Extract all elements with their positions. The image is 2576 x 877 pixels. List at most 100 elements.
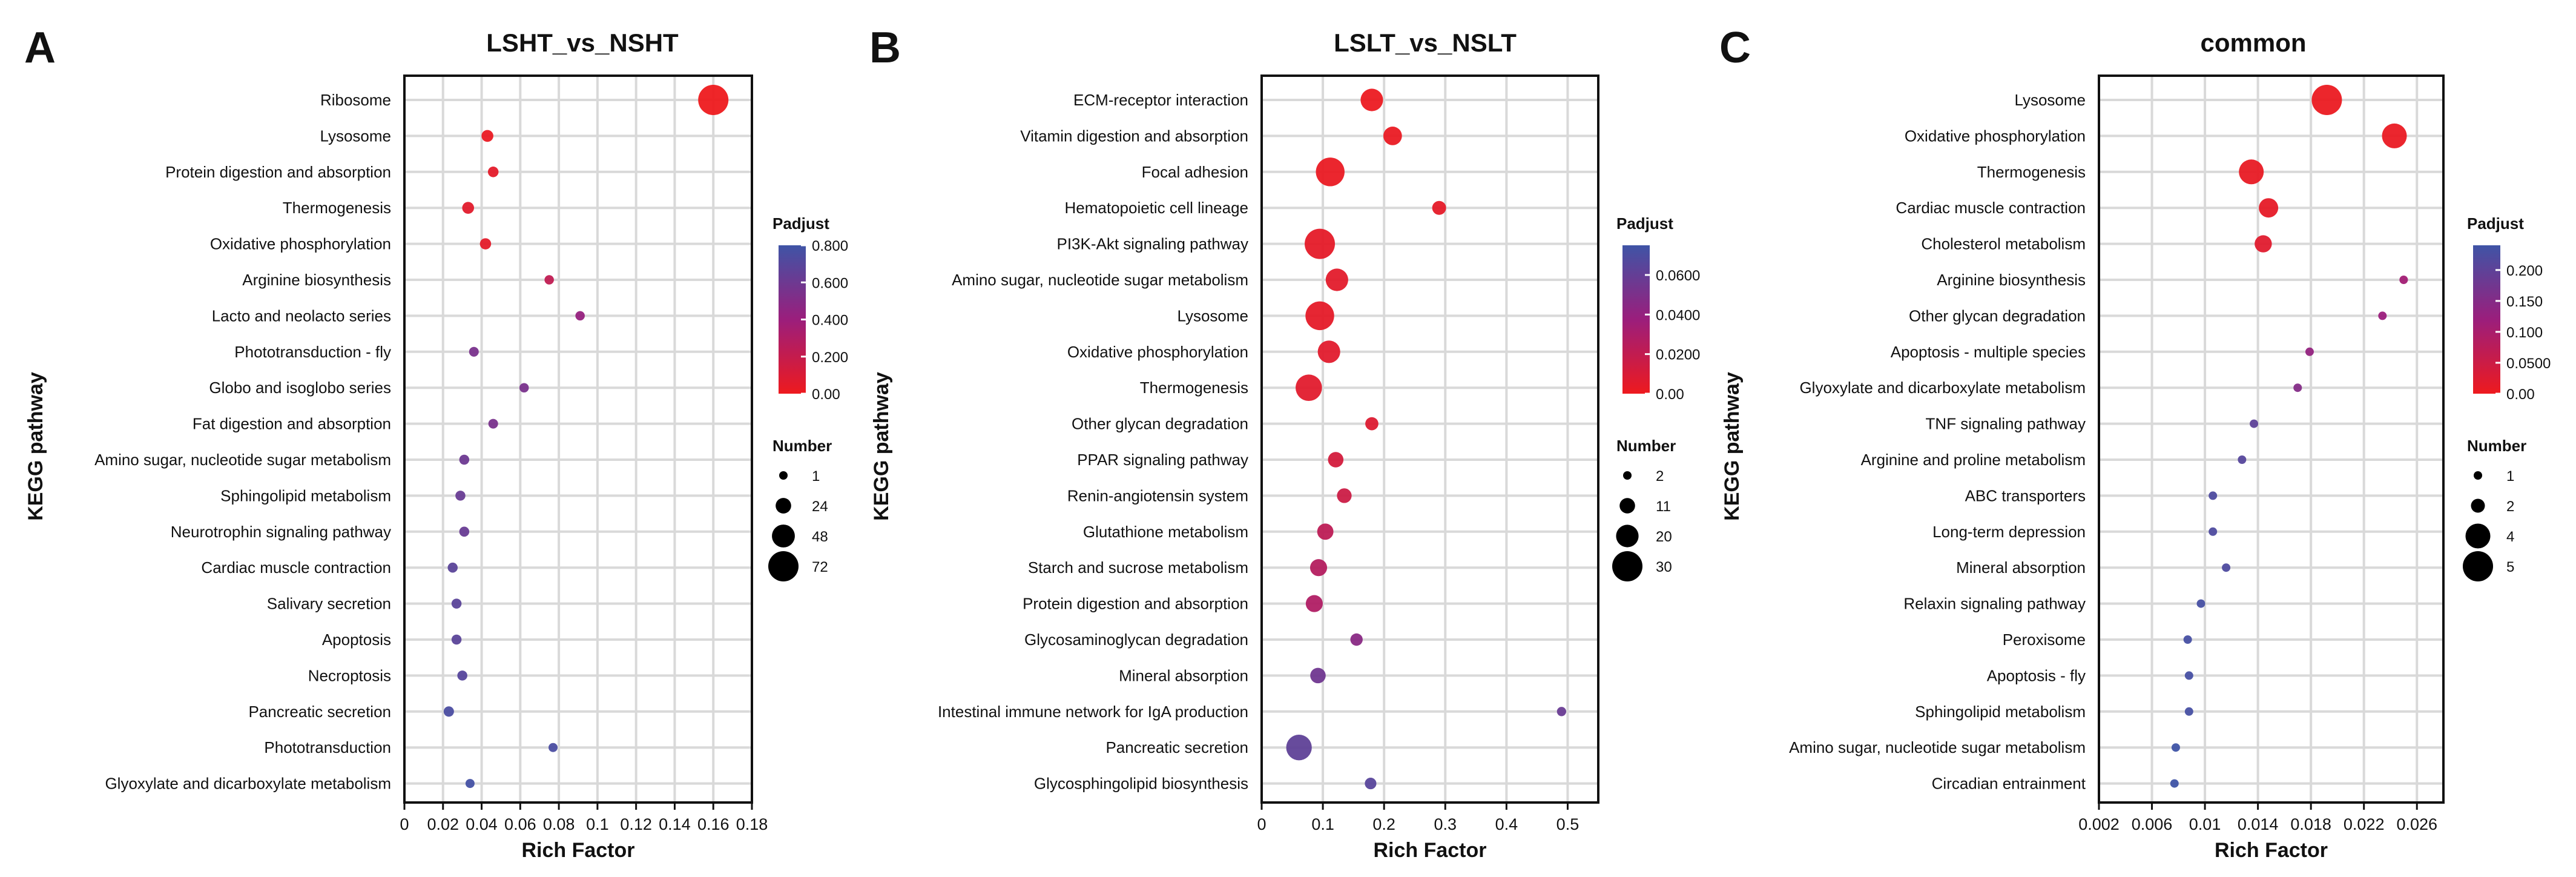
data-point (2250, 419, 2259, 428)
x-tick-label: 0.018 (2290, 815, 2331, 833)
pathway-label: Thermogenesis (1977, 163, 2086, 181)
data-point (1365, 778, 1377, 790)
data-point (2184, 671, 2193, 680)
size-legend-title: Number (1616, 437, 1676, 455)
size-legend-dot (772, 525, 795, 548)
color-legend-tick-label: 0.00 (2506, 386, 2535, 403)
color-legend-title: Padjust (1616, 214, 1673, 233)
pathway-label: Protein digestion and absorption (165, 163, 391, 181)
data-point (2311, 85, 2342, 115)
panel-b: B LSLT_vs_NSLT ECM-receptor interaction Vit… (869, 24, 1700, 862)
size-legend-label: 11 (1656, 498, 1671, 515)
size-legend-dot (776, 498, 791, 514)
size-legend-dot (779, 471, 788, 480)
data-point (1556, 707, 1566, 716)
pathway-label: Glutathione metabolism (1083, 523, 1248, 541)
pathway-label: Cardiac muscle contraction (201, 558, 391, 577)
size-legend-label: 2 (1656, 468, 1664, 485)
x-tick-label: 0.3 (1434, 815, 1457, 833)
pathway-label: Apoptosis - fly (1987, 666, 2086, 684)
pathway-label: Hematopoietic cell lineage (1064, 199, 1248, 217)
color-legend-tick-label: 0.600 (812, 275, 848, 291)
pathway-label: Protein digestion and absorption (1023, 595, 1248, 613)
data-point (2239, 159, 2264, 185)
pathway-label: Sphingolipid metabolism (1915, 703, 2086, 721)
data-point (1305, 301, 1334, 331)
x-tick-label: 0.04 (466, 815, 498, 833)
pathway-label: Amino sugar, nucleotide sugar metabolism (94, 451, 391, 469)
size-legend-dot (1623, 471, 1632, 480)
pathway-label: Arginine biosynthesis (242, 271, 391, 289)
color-legend-tick-label: 0.0200 (1656, 347, 1700, 363)
data-point (447, 562, 458, 573)
x-tick-label: 0.2 (1372, 815, 1395, 833)
size-legend-label: 1 (2506, 468, 2514, 485)
data-point (443, 706, 454, 717)
pathway-label: Long-term depression (1932, 523, 2086, 541)
data-point (2183, 635, 2192, 644)
data-point (2293, 383, 2302, 392)
data-point (465, 779, 475, 789)
data-point (459, 454, 470, 465)
plot-frame (403, 74, 753, 804)
pathway-label: Pancreatic secretion (248, 703, 391, 721)
data-point (2184, 707, 2193, 716)
data-point (1286, 735, 1312, 761)
color-legend-tick-label: 0.100 (2506, 325, 2543, 341)
color-legend-title: Padjust (2467, 214, 2524, 233)
pathway-label: Relaxin signaling pathway (1903, 595, 2086, 613)
data-point (2305, 347, 2314, 356)
color-legend-tick-label: 0.00 (812, 386, 840, 403)
size-legend-dot (1612, 551, 1642, 581)
pathway-label: Phototransduction - fly (234, 343, 391, 361)
data-point (1432, 200, 1446, 215)
pathway-label: Apoptosis (322, 630, 391, 649)
color-legend-tick-label: 0.150 (2506, 294, 2543, 310)
color-legend-bar (2473, 245, 2500, 394)
pathway-label: Vitamin digestion and absorption (1020, 127, 1248, 145)
x-tick-label: 0.01 (2189, 815, 2221, 833)
y-axis-label: KEGG pathway (1721, 372, 1744, 521)
panel-letter: A (24, 24, 56, 72)
pathway-label: Arginine biosynthesis (1937, 271, 2086, 289)
pathway-label: ECM-receptor interaction (1073, 91, 1248, 109)
x-tick-label: 0.14 (659, 815, 691, 833)
pathway-label: Sphingolipid metabolism (220, 486, 391, 505)
data-point (455, 491, 466, 501)
data-point (2209, 527, 2218, 536)
data-point (1365, 417, 1379, 431)
data-point (1309, 559, 1328, 577)
x-tick-label: 0.18 (736, 815, 768, 833)
chart-title: LSHT_vs_NSHT (486, 28, 679, 57)
x-tick-label: 0.026 (2396, 815, 2437, 833)
x-tick-label: 0.12 (620, 815, 652, 833)
pathway-label: Thermogenesis (1140, 379, 1248, 397)
pathway-label: Focal adhesion (1142, 163, 1248, 181)
x-tick-label: 0.1 (586, 815, 609, 833)
color-legend-title: Padjust (772, 214, 829, 233)
size-legend-label: 48 (812, 529, 828, 545)
x-tick-label: 0 (400, 815, 409, 833)
pathway-label: Thermogenesis (283, 199, 391, 217)
data-point (1383, 127, 1402, 145)
pathway-label: Lysosome (1177, 306, 1248, 325)
color-legend-tick-label: 0.200 (2506, 263, 2543, 279)
size-legend-label: 30 (1656, 559, 1672, 575)
plot-frame (2098, 74, 2445, 804)
x-axis-label: Rich Factor (521, 839, 634, 862)
x-tick-label: 0.4 (1495, 815, 1518, 833)
pathway-label: Glycosphingolipid biosynthesis (1034, 775, 1248, 793)
data-point (698, 85, 729, 115)
data-point (1305, 228, 1336, 259)
size-legend-label: 4 (2506, 529, 2514, 545)
x-tick-label: 0.1 (1311, 815, 1334, 833)
data-point (1316, 157, 1345, 187)
chart-title: common (2200, 28, 2306, 57)
pathway-label: Mineral absorption (1956, 558, 2086, 577)
pathway-label: Other glycan degradation (1909, 306, 2086, 325)
data-point (544, 275, 554, 285)
size-legend-label: 72 (812, 559, 828, 575)
color-legend-tick-label: 0.00 (1656, 386, 1684, 403)
pathway-label: Lysosome (320, 127, 391, 145)
data-point (459, 526, 470, 537)
